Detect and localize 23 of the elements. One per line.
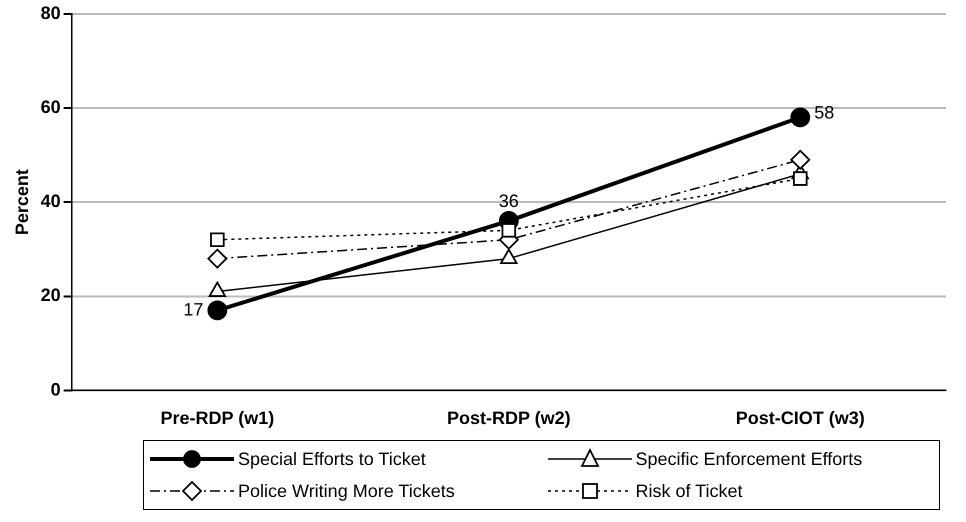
y-tick-label: 80 bbox=[40, 2, 61, 23]
legend-label: Risk of Ticket bbox=[636, 480, 743, 502]
point bbox=[207, 248, 228, 268]
x-tick-label: Post-CIOT (w3) bbox=[736, 408, 865, 428]
legend-label: Special Efforts to Ticket bbox=[238, 448, 426, 470]
point bbox=[790, 107, 810, 128]
point bbox=[207, 300, 228, 320]
point bbox=[210, 232, 225, 248]
point bbox=[502, 223, 516, 238]
y-tick-label: 20 bbox=[40, 285, 61, 306]
x-tick-label: Post-RDP (w2) bbox=[446, 408, 571, 428]
legend-label: Specific Enforcement Efforts bbox=[636, 448, 862, 470]
x-tick-label: Pre-RDP (w1) bbox=[160, 408, 274, 428]
data-label: 17 bbox=[183, 299, 204, 320]
point bbox=[790, 150, 810, 170]
data-label: 58 bbox=[814, 102, 834, 122]
y-axis-title: Percent bbox=[12, 169, 32, 236]
data-label: 36 bbox=[498, 190, 519, 211]
point bbox=[793, 171, 808, 186]
y-tick-label: 60 bbox=[40, 96, 61, 117]
legend-label: Police Writing More Tickets bbox=[238, 480, 455, 502]
y-tick-label: 0 bbox=[50, 379, 61, 400]
y-tick-label: 40 bbox=[40, 191, 61, 212]
